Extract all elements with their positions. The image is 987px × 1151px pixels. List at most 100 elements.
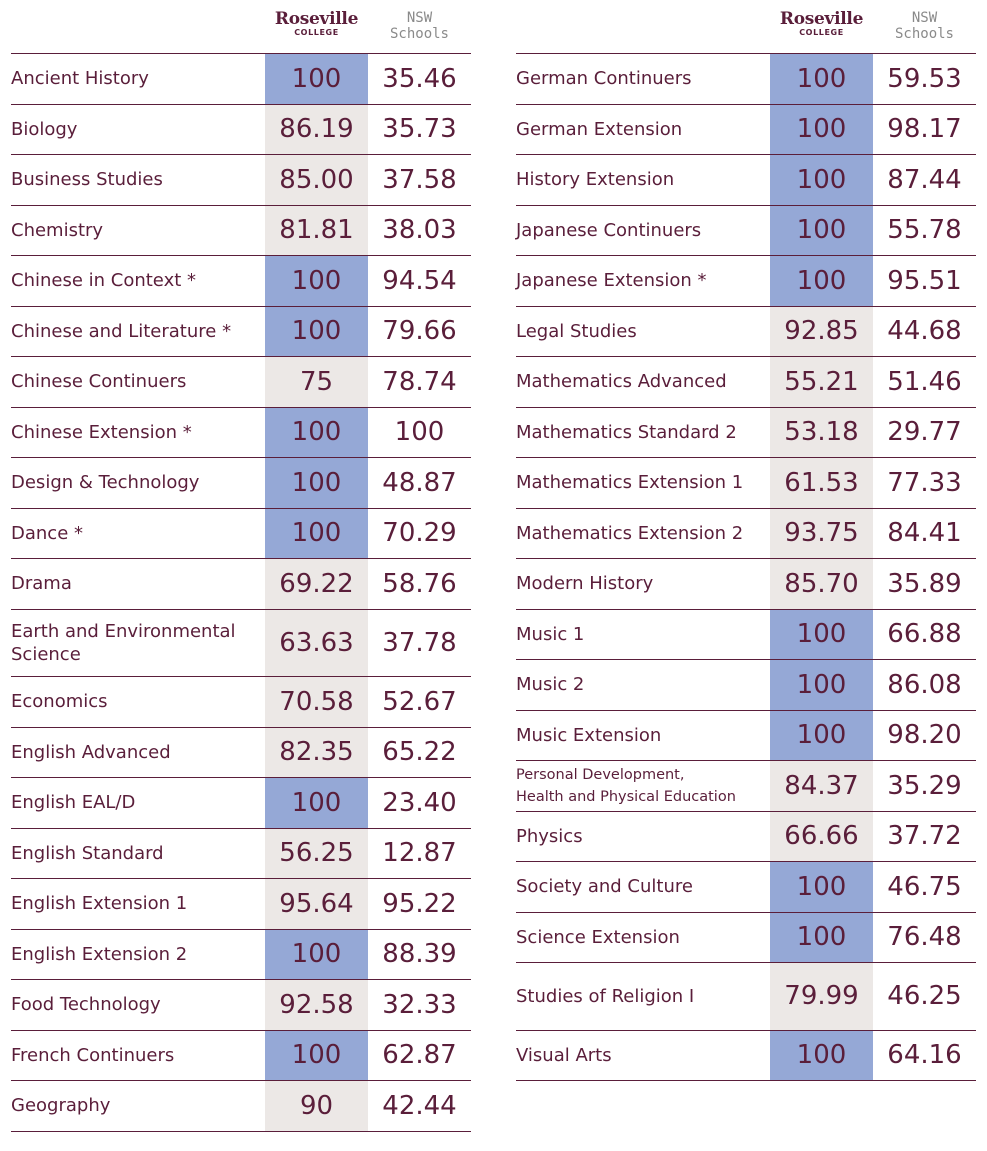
subject-name: Mathematics Advanced xyxy=(516,371,727,393)
nsw-result: 59.53 xyxy=(887,63,962,94)
college-result: 100 xyxy=(770,862,873,912)
table-row: Chinese Extension * 100 100 xyxy=(11,407,471,458)
subject-name: Chinese Continuers xyxy=(11,371,187,393)
table-row: Chinese in Context * 100 94.54 xyxy=(11,256,471,307)
nsw-result: 88.39 xyxy=(382,939,457,970)
table-row: Society and Culture 100 46.75 xyxy=(516,862,976,913)
table-header: Roseville COLLEGE NSW Schools xyxy=(516,0,976,54)
nsw-result: 38.03 xyxy=(382,215,457,246)
subject-name: Personal Development, Health and Physica… xyxy=(516,766,736,805)
table-row: English Advanced 82.35 65.22 xyxy=(11,727,471,778)
nsw-line1: NSW xyxy=(406,10,433,26)
nsw-result: 42.44 xyxy=(382,1090,457,1121)
left-rows: Ancient History 100 35.46 Biology 86.19 35.73… xyxy=(11,54,471,1132)
nsw-result: 79.66 xyxy=(382,316,457,347)
subject-name: German Continuers xyxy=(516,68,692,90)
college-result: 100 xyxy=(770,609,873,659)
table-row: Biology 86.19 35.73 xyxy=(11,104,471,155)
college-result: 70.58 xyxy=(265,677,368,727)
subject-name: Chinese and Literature * xyxy=(11,320,232,342)
nsw-result: 35.89 xyxy=(887,568,962,599)
college-result: 100 xyxy=(770,710,873,760)
college-result: 100 xyxy=(265,778,368,828)
table-row: Physics 66.66 37.72 xyxy=(516,811,976,862)
table-row: Design & Technology 100 48.87 xyxy=(11,458,471,509)
nsw-result: 12.87 xyxy=(382,838,457,869)
table-row: Drama 69.22 58.76 xyxy=(11,559,471,610)
roseville-college-logo: Roseville COLLEGE xyxy=(770,10,873,37)
subject-name: Drama xyxy=(11,573,72,595)
college-result: 100 xyxy=(265,458,368,508)
nsw-result: 52.67 xyxy=(382,686,457,717)
table-row: Modern History 85.70 35.89 xyxy=(516,559,976,610)
college-result: 85.00 xyxy=(265,155,368,205)
nsw-result: 98.20 xyxy=(887,720,962,751)
nsw-result: 64.16 xyxy=(887,1040,962,1071)
right-rows: German Continuers 100 59.53 German Extensio… xyxy=(516,54,976,1081)
table-header: Roseville COLLEGE NSW Schools xyxy=(11,0,471,54)
table-row: Food Technology 92.58 32.33 xyxy=(11,980,471,1031)
subject-name: Science Extension xyxy=(516,926,680,948)
college-result: 84.37 xyxy=(770,761,873,811)
table-row: German Extension 100 98.17 xyxy=(516,104,976,155)
subject-name: Japanese Continuers xyxy=(516,219,702,241)
table-row: Music 1 100 66.88 xyxy=(516,609,976,660)
nsw-result: 46.25 xyxy=(887,981,962,1012)
nsw-result: 37.78 xyxy=(382,627,457,658)
subject-name: Mathematics Extension 2 xyxy=(516,522,744,544)
table-row: Legal Studies 92.85 44.68 xyxy=(516,306,976,357)
table-row: Music 2 100 86.08 xyxy=(516,660,976,711)
nsw-schools-header: NSW Schools xyxy=(368,10,471,42)
college-result: 61.53 xyxy=(770,458,873,508)
nsw-line2: Schools xyxy=(894,26,954,42)
roseville-college-logo: Roseville COLLEGE xyxy=(265,10,368,37)
subject-name: Physics xyxy=(516,825,583,847)
subject-name: Music Extension xyxy=(516,724,662,746)
table-row: Dance * 100 70.29 xyxy=(11,508,471,559)
college-result: 69.22 xyxy=(265,559,368,609)
college-result: 100 xyxy=(265,929,368,979)
college-result: 92.85 xyxy=(770,306,873,356)
nsw-result: 87.44 xyxy=(887,164,962,195)
nsw-result: 65.22 xyxy=(382,737,457,768)
table-row: Japanese Extension * 100 95.51 xyxy=(516,256,976,307)
college-result: 95.64 xyxy=(265,879,368,929)
nsw-result: 78.74 xyxy=(382,366,457,397)
nsw-result: 35.29 xyxy=(887,770,962,801)
college-result: 100 xyxy=(265,256,368,306)
nsw-result: 98.17 xyxy=(887,114,962,145)
left-results-table: Roseville COLLEGE NSW Schools Ancient Hi… xyxy=(11,0,471,1132)
subject-name: English Extension 2 xyxy=(11,943,188,965)
table-row: Visual Arts 100 64.16 xyxy=(516,1030,976,1081)
nsw-result: 48.87 xyxy=(382,467,457,498)
subject-name: Mathematics Standard 2 xyxy=(516,421,737,443)
nsw-result: 77.33 xyxy=(887,467,962,498)
nsw-result: 76.48 xyxy=(887,922,962,953)
table-row: English EAL/D 100 23.40 xyxy=(11,778,471,829)
nsw-result: 70.29 xyxy=(382,518,457,549)
subject-name: German Extension xyxy=(516,118,683,140)
nsw-result: 66.88 xyxy=(887,619,962,650)
table-row: English Extension 1 95.64 95.22 xyxy=(11,879,471,930)
subject-name: Geography xyxy=(11,1095,111,1117)
nsw-result: 46.75 xyxy=(887,871,962,902)
nsw-result: 29.77 xyxy=(887,417,962,448)
college-result: 56.25 xyxy=(265,828,368,878)
subject-name: Biology xyxy=(11,118,78,140)
table-row: Japanese Continuers 100 55.78 xyxy=(516,205,976,256)
nsw-result: 58.76 xyxy=(382,568,457,599)
subject-name: Business Studies xyxy=(11,169,163,191)
college-result: 100 xyxy=(770,660,873,710)
subject-name: Dance * xyxy=(11,522,83,544)
college-result: 63.63 xyxy=(265,609,368,676)
college-result: 90 xyxy=(265,1081,368,1131)
nsw-schools-header: NSW Schools xyxy=(873,10,976,42)
subject-name: English Standard xyxy=(11,842,164,864)
table-row: Mathematics Extension 1 61.53 77.33 xyxy=(516,458,976,509)
subject-name: Legal Studies xyxy=(516,320,637,342)
nsw-result: 86.08 xyxy=(887,669,962,700)
subject-name: Music 2 xyxy=(516,674,585,696)
subject-name: Modern History xyxy=(516,573,654,595)
subject-name: Food Technology xyxy=(11,994,161,1016)
logo-name: Roseville xyxy=(779,9,864,29)
